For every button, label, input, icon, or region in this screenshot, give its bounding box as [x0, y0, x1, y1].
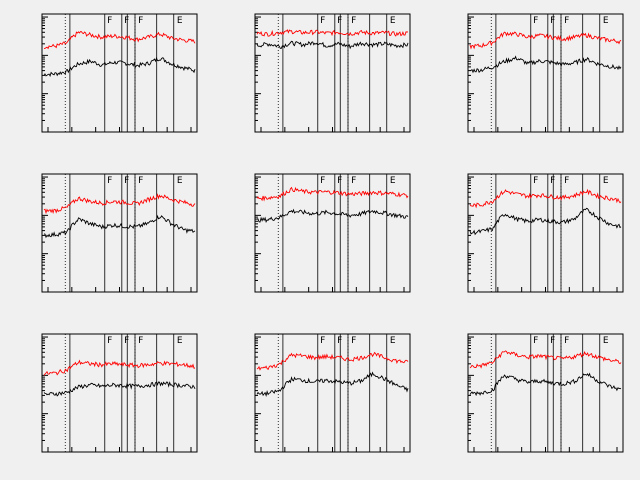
interval-flag-label: E [177, 336, 183, 346]
interval-flag-label: F [533, 16, 538, 26]
interval-flag-label: E [390, 16, 396, 26]
interval-flag-label: E [603, 336, 609, 346]
interval-flag-label: F [320, 336, 325, 346]
series-events-line [43, 214, 196, 239]
interval-flag-label: F [320, 16, 325, 26]
interval-flag-label: E [177, 16, 183, 26]
series-lld-line [43, 359, 196, 376]
interval-flag-label: F [138, 336, 143, 346]
interval-flag-label: E [177, 176, 183, 186]
series-events-line [256, 371, 409, 398]
interval-flag-label: F [320, 176, 325, 186]
interval-flag-label: F [550, 176, 555, 186]
series-events-line [469, 55, 622, 74]
interval-flag-label: F [138, 176, 143, 186]
series-lld-line [469, 188, 622, 209]
series-lld-line [44, 31, 196, 50]
interval-flag-label: F [564, 16, 569, 26]
interval-flag-label: E [603, 176, 609, 186]
interval-flag-label: F [107, 176, 112, 186]
interval-flag-label: F [351, 336, 356, 346]
series-lld-line [256, 351, 409, 371]
series-lld-line [256, 186, 409, 202]
interval-flag-label: F [351, 176, 356, 186]
interval-flag-label: F [138, 16, 143, 26]
interval-flag-label: F [533, 176, 538, 186]
series-lld-line [469, 31, 622, 50]
interval-flag-label: F [124, 16, 129, 26]
series-events-line [256, 40, 409, 50]
interval-flag-label: F [124, 176, 129, 186]
interval-flag-label: E [390, 336, 396, 346]
interval-flag-label: F [533, 336, 538, 346]
interval-flag-label: F [564, 176, 569, 186]
interval-flag-label: F [337, 176, 342, 186]
interval-flag-label: F [337, 336, 342, 346]
series-lld-line [256, 29, 409, 37]
interval-flag-label: F [337, 16, 342, 26]
interval-flag-label: F [124, 336, 129, 346]
interval-flag-label: F [351, 16, 356, 26]
interval-flag-label: F [550, 336, 555, 346]
series-events-line [469, 207, 622, 236]
series-events-line [43, 56, 196, 78]
interval-flag-label: E [390, 176, 396, 186]
interval-flag-label: F [107, 16, 112, 26]
interval-flag-label: F [564, 336, 569, 346]
series-events-line [256, 208, 409, 224]
series-lld-line [43, 193, 196, 215]
series-lld-line [469, 350, 622, 369]
interval-flag-label: F [550, 16, 555, 26]
series-events-line [469, 372, 622, 397]
series-events-line [43, 381, 196, 397]
interval-flag-label: F [107, 336, 112, 346]
interval-flag-label: E [603, 16, 609, 26]
